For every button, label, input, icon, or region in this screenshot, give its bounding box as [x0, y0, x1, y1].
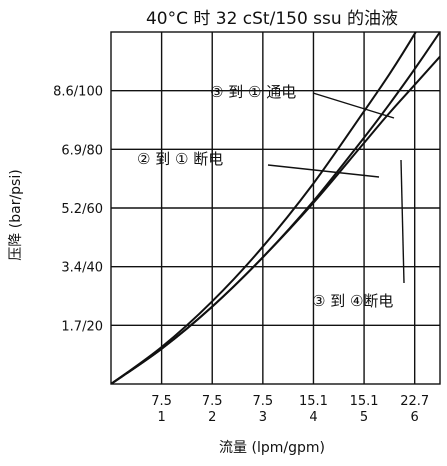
x-tick-label-bottom: 5	[360, 410, 368, 425]
y-tick-label: 6.9/80	[61, 143, 103, 158]
x-axis-label: 流量 (lpm/gpm)	[219, 440, 325, 456]
y-tick-label: 1.7/20	[61, 319, 103, 334]
x-tick-label-top: 7.5	[253, 394, 274, 409]
annotations: ③ 到 ① 通电 ② 到 ① 断电 ③ 到 ④断电	[137, 83, 405, 310]
annotation-label: ② 到 ① 断电	[137, 150, 223, 168]
y-tick-label: 8.6/100	[53, 85, 103, 100]
series-line-3	[111, 55, 440, 384]
y-tick-label: 5.2/60	[61, 202, 103, 217]
series-line-1	[111, 32, 417, 384]
x-tick-label-top: 7.5	[151, 394, 172, 409]
annotation-leader-line	[400, 159, 405, 284]
annotation-leader-line	[312, 92, 395, 119]
annotation-label: ③ 到 ④断电	[312, 292, 393, 310]
x-tick-label-top: 7.5	[202, 394, 223, 409]
x-tick-label-top: 15.1	[299, 394, 328, 409]
x-tick-label-bottom: 2	[208, 410, 216, 425]
x-tick-label-bottom: 1	[157, 410, 165, 425]
grid	[110, 31, 441, 385]
chart-title: 40°C 时 32 cSt/150 ssu 的油液	[146, 9, 398, 29]
annotation-leader-line	[267, 164, 380, 178]
x-tick-label-top: 22.7	[400, 394, 429, 409]
y-axis-label: 压降 (bar/psi)	[8, 169, 24, 260]
x-tick-label-bottom: 4	[309, 410, 317, 425]
annotation-label: ③ 到 ① 通电	[210, 83, 296, 101]
x-tick-label-bottom: 3	[259, 410, 267, 425]
x-tick-label-bottom: 6	[411, 410, 419, 425]
y-tick-label: 3.4/40	[61, 261, 103, 276]
series-lines	[111, 32, 440, 384]
tick-labels: 1.7/203.4/405.2/606.9/808.6/1007.517.527…	[53, 85, 429, 425]
x-tick-label-top: 15.1	[350, 394, 379, 409]
